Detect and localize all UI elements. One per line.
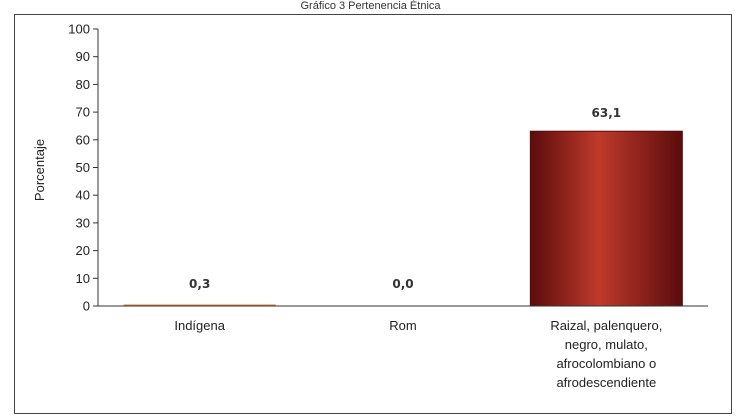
y-tick-label: 90 (76, 49, 90, 64)
data-label-0: 0,3 (189, 277, 210, 291)
category-label-1: Rom (389, 318, 416, 333)
y-tick-label: 30 (76, 215, 90, 230)
chart-frame (14, 14, 732, 414)
y-tick-label: 0 (83, 299, 90, 314)
bar-2 (529, 130, 683, 307)
bar-0 (123, 304, 276, 306)
y-tick-label: 50 (76, 160, 90, 175)
y-tick-label: 40 (76, 188, 90, 203)
category-label-2: Raizal, palenquero, negro, mulato, afrocol… (550, 318, 662, 390)
y-tick-label: 80 (76, 77, 90, 92)
y-axis-title: Porcentaje (32, 139, 47, 201)
y-tick-label: 70 (76, 105, 90, 120)
data-label-1: 0,0 (392, 277, 413, 291)
y-tick-label: 20 (76, 243, 90, 258)
y-tick-label: 10 (76, 271, 90, 286)
y-tick-label: 60 (76, 132, 90, 147)
category-label-0: Indígena (174, 318, 225, 333)
y-tick-label: 100 (68, 22, 90, 37)
data-label-2: 63,1 (592, 106, 622, 120)
chart-title: Gráfico 3 Pertenencia Étnica (300, 0, 441, 12)
